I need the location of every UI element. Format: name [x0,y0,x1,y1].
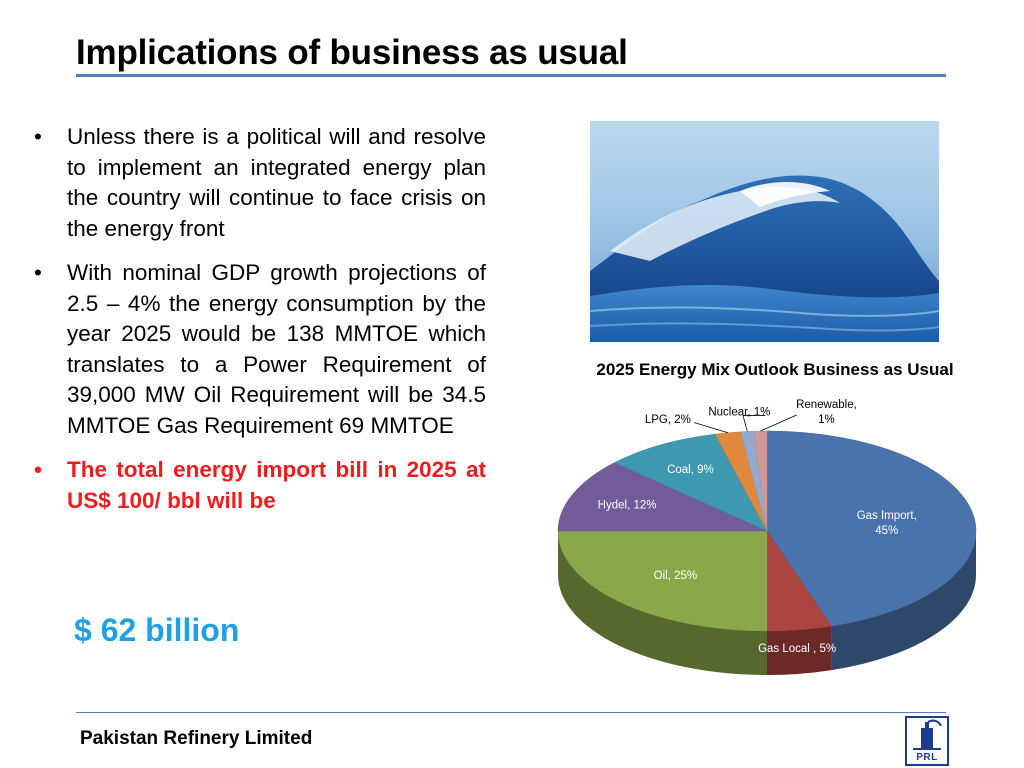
pie-slice-coal [614,433,768,532]
pie-data-label: Coal, 9% [667,464,714,476]
pie-slice-oil [557,530,768,632]
bullet-item-highlight: • The total energy import bill in 2025 a… [30,455,486,516]
chart-title: 2025 Energy Mix Outlook Business as Usua… [596,360,954,379]
company-name: Pakistan Refinery Limited [80,728,313,749]
title-underline [76,74,946,77]
bullet-dot: • [34,260,42,285]
prl-logo: PRL [905,716,949,766]
pie-data-label: Hydel, 12% [598,499,657,511]
pie-slice-side-gas-import [831,531,976,671]
leader-line [760,414,797,432]
logo-text: PRL [916,752,938,763]
pie-sides [558,531,976,675]
import-bill-value: $ 62 billion [74,612,240,648]
bullet-text: With nominal GDP growth projections of 2… [67,260,486,438]
bullet-text: Unless there is a political will and res… [67,124,486,241]
bullet-text: The total energy import bill in 2025 at … [67,457,486,513]
leader-line [742,415,766,432]
pie-data-label: Oil, 25% [654,570,697,582]
bullet-dot: • [34,457,42,482]
leader-line [693,422,728,434]
pie-slice-side-oil [558,531,767,675]
slide-title: Implications of business as usual [76,33,628,72]
pie-data-label: LPG, 2% [645,414,691,426]
pie-tops [557,430,977,632]
bullet-item: • With nominal GDP growth projections of… [30,258,486,441]
pie-data-label: 45% [875,525,898,537]
pie-data-label: Gas Local , 5% [758,643,836,655]
bullet-dot: • [34,124,42,149]
pie-slice-gas-import [766,430,977,627]
energy-mix-pie-chart: Gas Import, 45% Gas Local , 5% Oil, 25% Hyde… [540,345,1024,705]
footer-divider [76,712,946,713]
pie-data-label: Nuclear, 1% [708,406,770,418]
ocean-wave-image [590,121,939,342]
pie-data-label: Renewable, [796,399,857,411]
bullet-item: • Unless there is a political will and r… [30,122,486,244]
pie-data-label: Gas Import, [857,510,917,522]
pie-data-label: 1% [818,414,835,426]
bullet-list: • Unless there is a political will and r… [30,122,486,530]
pie-slice-hydel [557,462,768,532]
pie-data-labels: Gas Import, 45% Gas Local , 5% Oil, 25% Hyde… [598,399,917,655]
pie-slice-side-gas-local [767,626,832,675]
